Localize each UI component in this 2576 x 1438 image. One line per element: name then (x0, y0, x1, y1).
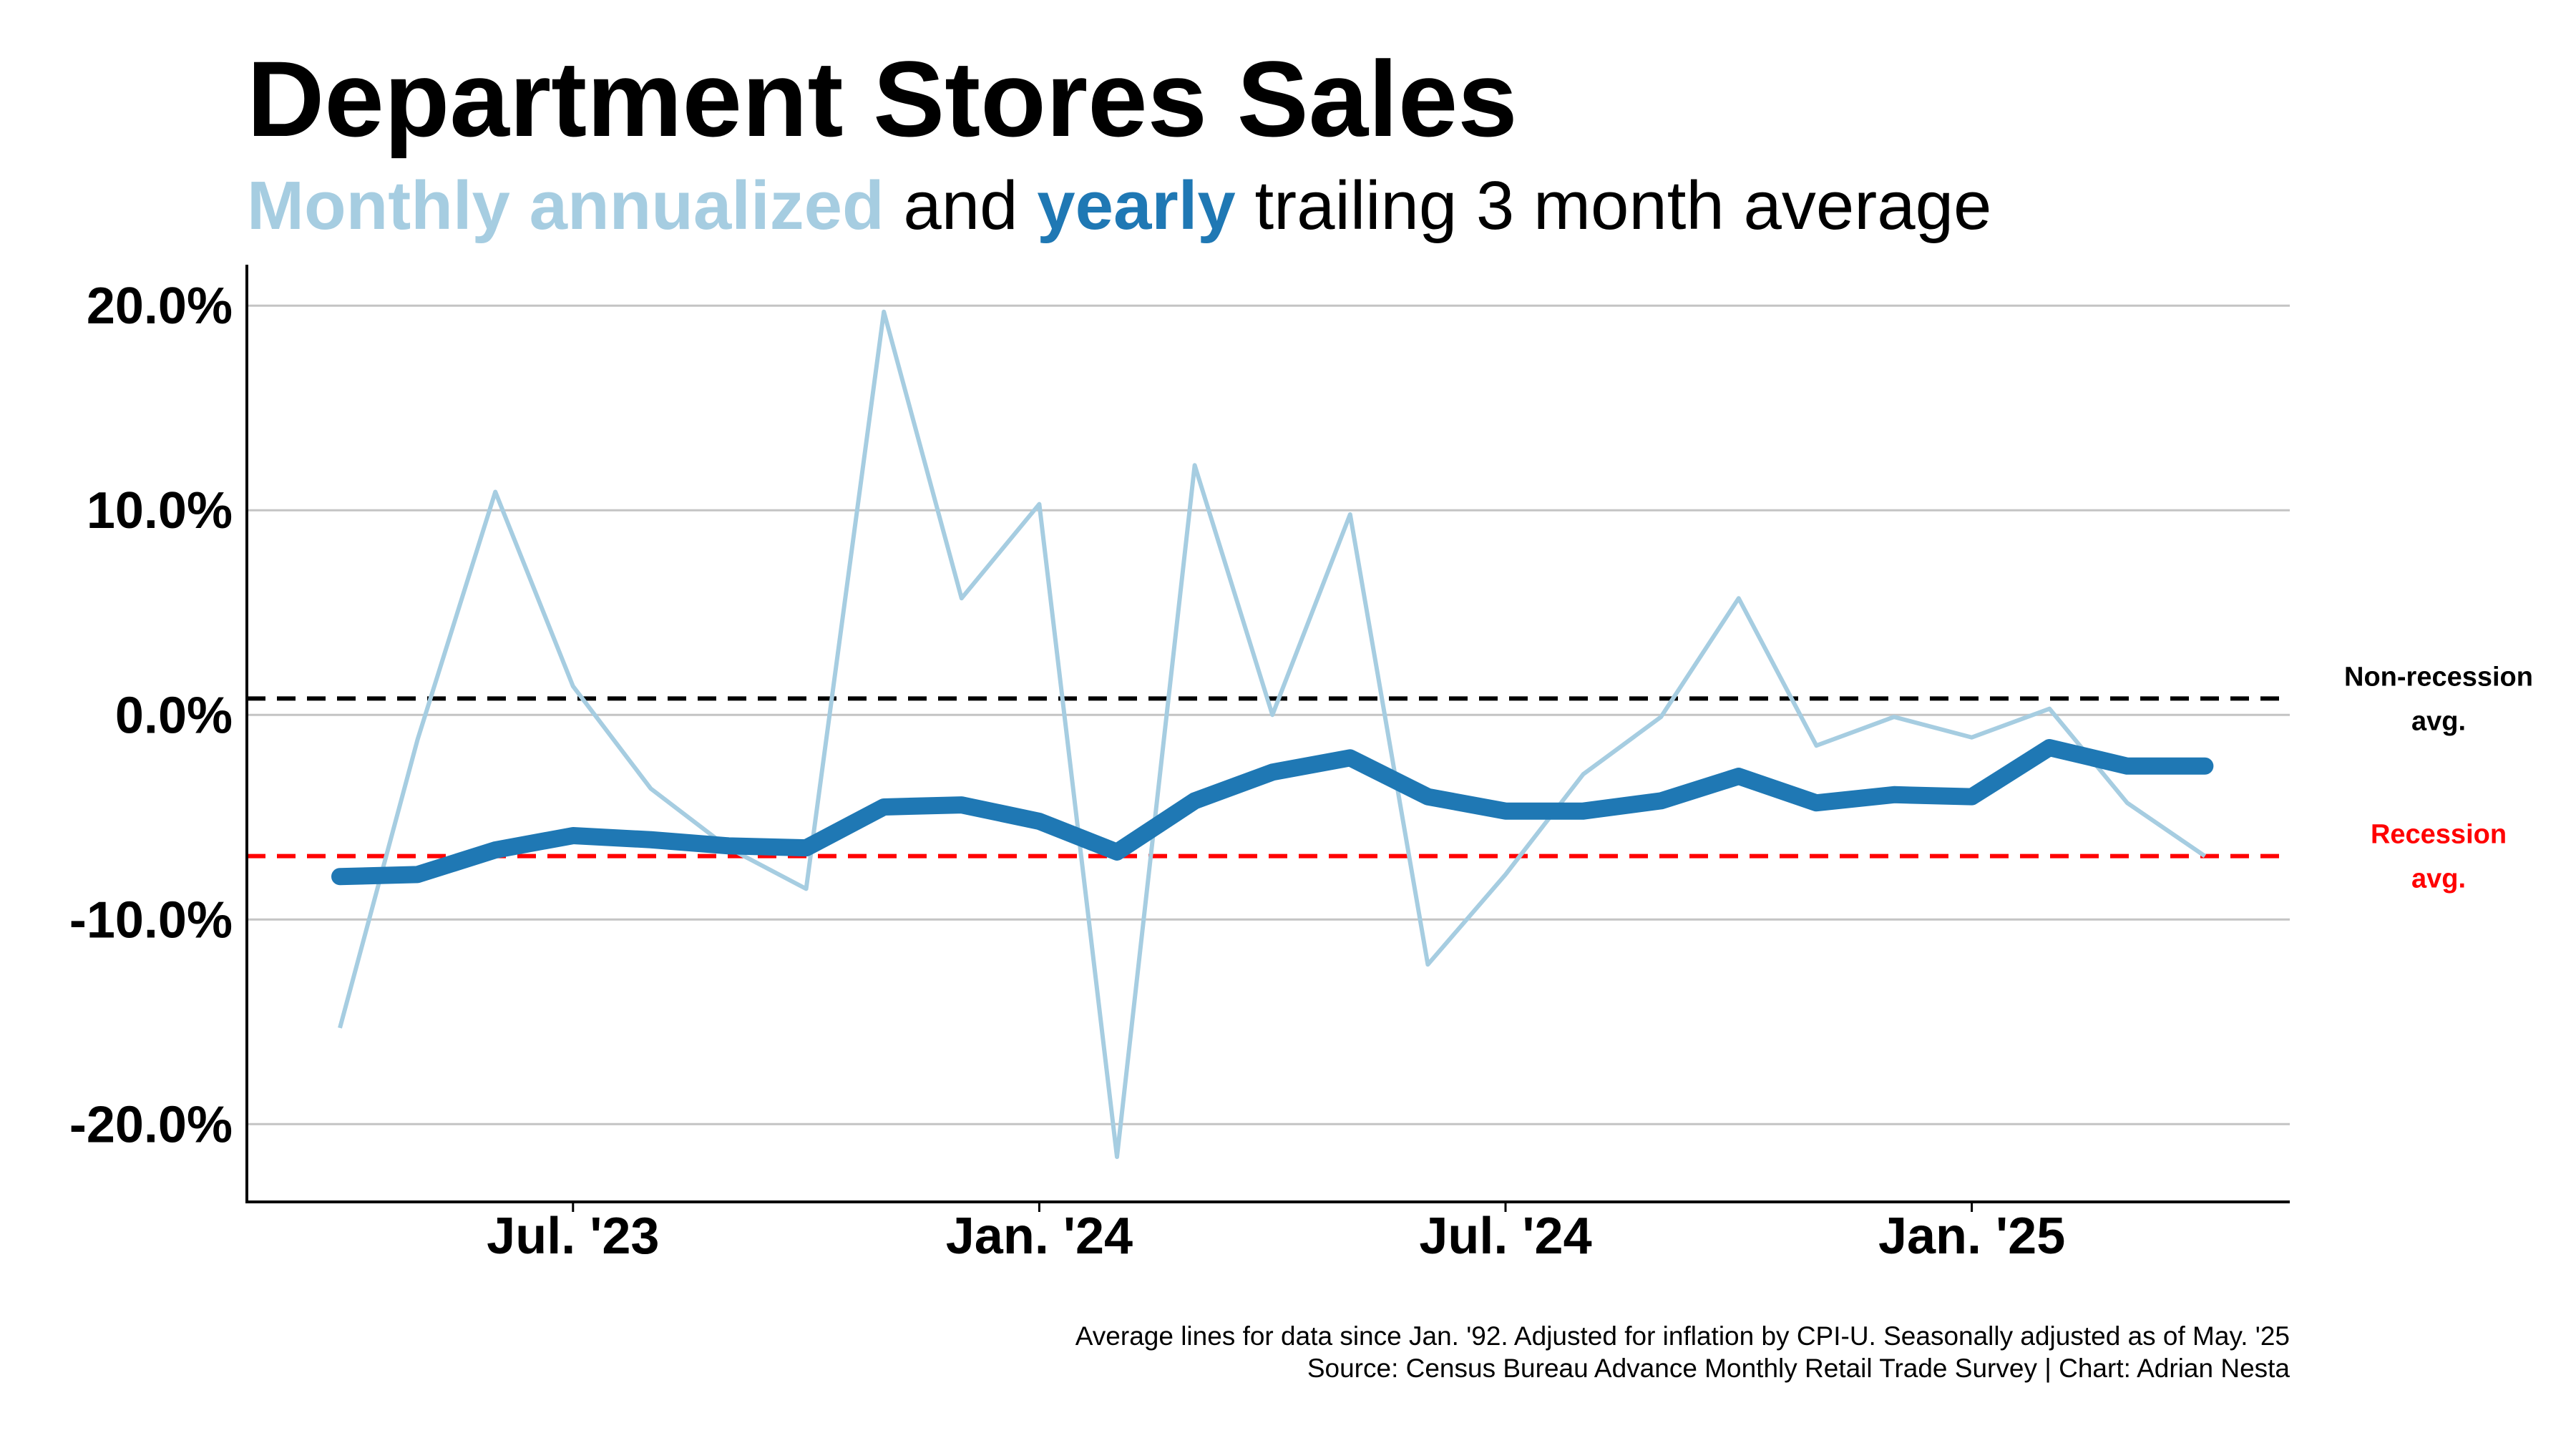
reference-line-label: Recession (2371, 820, 2507, 850)
subtitle-rest-text: trailing 3 month average (1236, 167, 1992, 244)
axes (245, 265, 2290, 1212)
reference-line-label: avg. (2411, 706, 2466, 736)
y-tick-label: 20.0% (87, 278, 233, 335)
y-tick-label: 0.0% (115, 687, 233, 744)
reference-line-label: Non-recession (2344, 662, 2533, 692)
y-tick-label: 10.0% (87, 482, 233, 539)
series-lines (331, 309, 2214, 1160)
chart-title: Department Stores Sales (247, 39, 1518, 159)
subtitle-yearly-label: yearly (1037, 167, 1236, 244)
x-tick-label: Jul. '23 (487, 1208, 659, 1265)
grid-lines (247, 304, 2290, 1125)
series-line (338, 309, 2207, 1160)
footnote-methodology: Average lines for data since Jan. '92. A… (1075, 1321, 2290, 1351)
x-tick-label: Jan. '24 (946, 1208, 1133, 1265)
x-tick-label: Jan. '25 (1878, 1208, 2065, 1265)
series-line (331, 739, 2214, 886)
chart-subtitle: Monthly annualized and yearly trailing 3… (247, 167, 1991, 244)
y-tick-label: -10.0% (69, 891, 233, 949)
subtitle-monthly-label: Monthly annualized (247, 167, 884, 244)
subtitle-and-text: and (884, 167, 1038, 244)
reference-line-label: avg. (2411, 864, 2466, 894)
reference-lines (247, 696, 2290, 859)
footnote-source: Source: Census Bureau Advance Monthly Re… (1307, 1354, 2290, 1383)
x-tick-label: Jul. '24 (1419, 1208, 1591, 1265)
y-tick-label: -20.0% (69, 1096, 233, 1153)
axis-labels: 20.0% 10.0% 0.0% -10.0% -20.0% Non-recession a… (69, 278, 2533, 1265)
